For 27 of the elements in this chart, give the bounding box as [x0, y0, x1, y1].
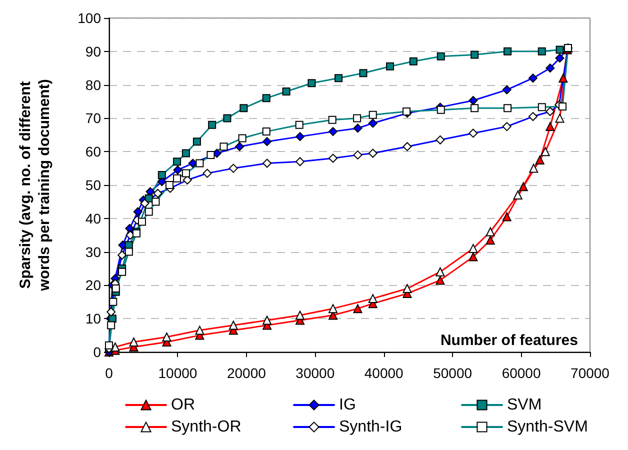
y-tick-label: 80	[85, 76, 102, 93]
x-tick-label: 60000	[502, 365, 541, 381]
legend-label: Synth-IG	[339, 418, 402, 436]
x-axis-title: Number of features	[440, 332, 578, 349]
legend-label: Synth-OR	[171, 418, 242, 436]
y-tick-label: 40	[85, 210, 102, 226]
y-tick-label: 50	[85, 177, 102, 193]
y-tick-label: 70	[85, 110, 102, 126]
y-tick-label: 90	[85, 43, 102, 60]
y-tick-label: 20	[85, 277, 102, 294]
legend-label: Synth-SVM	[507, 418, 588, 436]
y-axis-title: Sparsity (avg. no. of different words per training document)	[17, 79, 53, 292]
y-tick-label: 30	[85, 244, 102, 260]
legend-label: OR	[171, 396, 195, 414]
x-tick-label: 70000	[570, 365, 610, 381]
y-tick-label: 60	[85, 144, 102, 160]
x-tick-label: 30000	[296, 365, 335, 381]
x-tick-label: 20000	[226, 365, 266, 381]
y-tick-label: 100	[78, 10, 102, 26]
y-tick-label: 0	[93, 344, 102, 360]
legend-label: IG	[339, 396, 356, 414]
legend-label: SVM	[507, 396, 542, 414]
y-tick-label: 10	[85, 310, 102, 327]
x-tick-label: 50000	[433, 365, 472, 381]
x-tick-label: 0	[105, 365, 114, 381]
x-tick-label: 40000	[364, 365, 404, 381]
x-tick-label: 10000	[158, 365, 198, 381]
